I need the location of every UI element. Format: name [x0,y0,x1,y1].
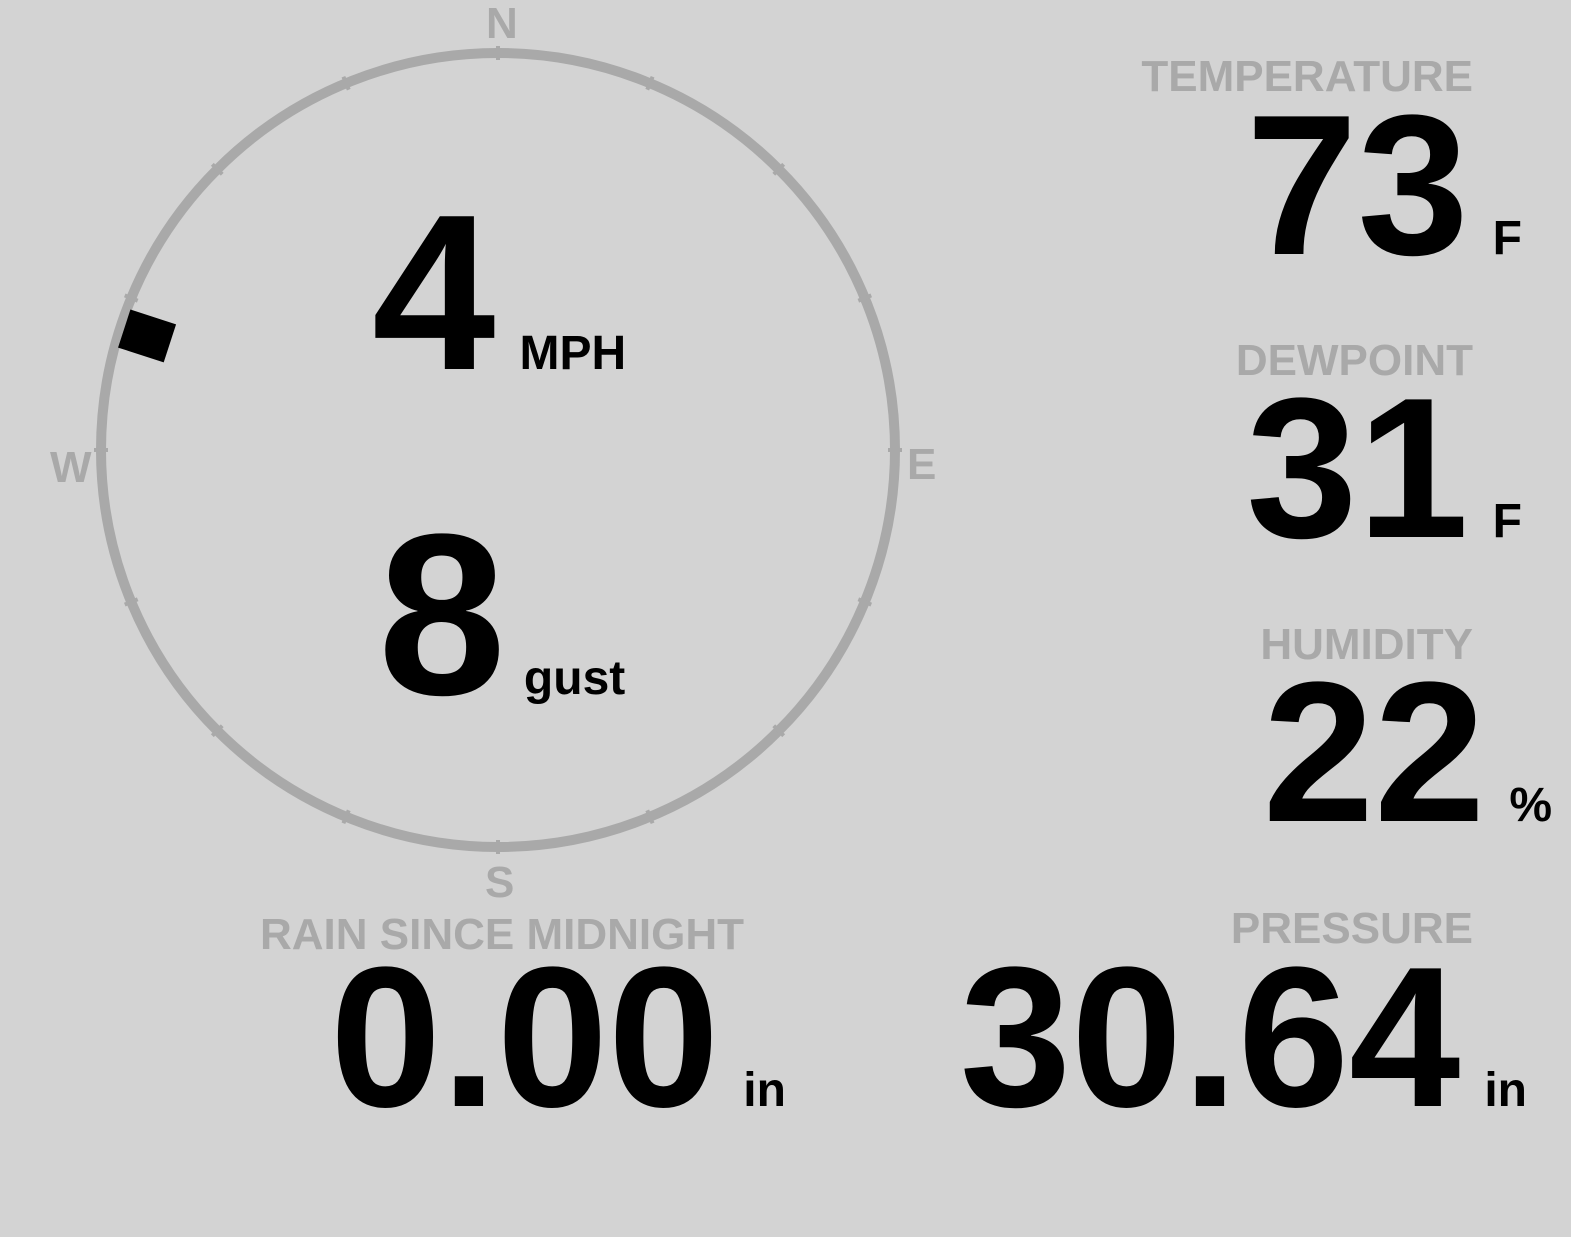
dewpoint-unit: F [1492,495,1522,548]
wind-gust: 8 gust [378,500,625,730]
humidity-reading: 22% [1263,653,1552,853]
temperature-unit: F [1492,212,1522,265]
compass-tick [645,809,655,825]
compass-south-label: S [485,858,515,907]
temperature-label: TEMPERATURE [1141,52,1473,101]
temperature-value: 73 [1246,74,1469,297]
pressure-value: 30.64 [959,926,1461,1149]
pressure-label: PRESSURE [1230,904,1473,953]
dewpoint-reading: 31 F [1246,369,1522,569]
compass-tick [857,597,873,607]
compass-tick [210,162,224,176]
wind-gust-value: 8 [378,486,506,743]
compass-tick [123,597,139,607]
humidity-value: 22 [1262,641,1486,864]
rain-label: RAIN SINCE MIDNIGHT [260,910,744,959]
dewpoint-value: 31 [1246,357,1469,580]
wind-speed: 4 MPH [372,182,626,404]
humidity-unit: % [1509,779,1552,832]
compass-tick [123,293,139,303]
temperature-reading: 73 F [1246,86,1522,286]
wind-direction-marker [118,309,177,363]
compass-tick [772,724,786,738]
compass-tick [857,293,873,303]
compass-tick [645,75,655,91]
compass-east-label: E [907,440,937,489]
pressure-reading: 30.64 in [960,938,1527,1138]
compass-tick [341,75,351,91]
rain-reading: 0.00 in [330,938,786,1138]
compass-west-label: W [50,443,92,492]
wind-speed-unit: MPH [519,327,627,380]
compass-north-label: N [486,0,518,48]
compass-tick [210,724,224,738]
rain-value: 0.00 [330,926,720,1149]
compass-tick [341,809,351,825]
humidity-label: HUMIDITY [1260,620,1473,669]
compass-tick [772,162,786,176]
rain-unit: in [743,1064,786,1117]
pressure-unit: in [1484,1064,1527,1117]
dewpoint-label: DEWPOINT [1235,336,1473,385]
wind-speed-value: 4 [372,169,496,417]
wind-gust-unit: gust [523,652,626,705]
